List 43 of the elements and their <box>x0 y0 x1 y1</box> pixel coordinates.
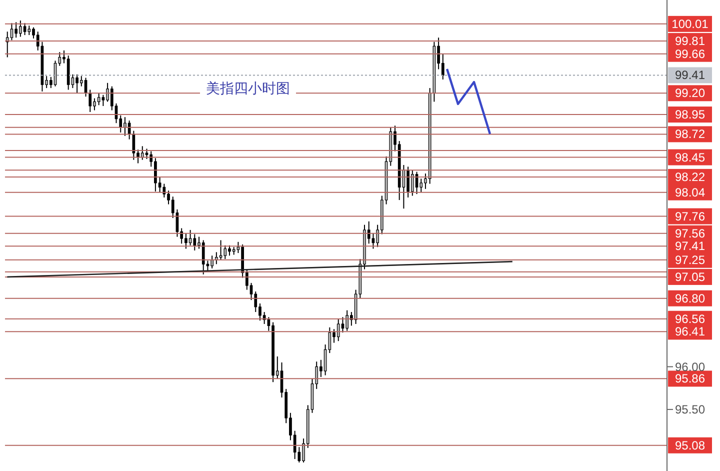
ref-line-label: 96.56 <box>674 312 706 326</box>
candlestick <box>224 244 227 260</box>
candlestick <box>132 130 136 160</box>
candlestick <box>372 232 375 250</box>
y-tick-label: 95.50 <box>675 402 706 417</box>
ref-line-label: 100.01 <box>672 16 709 31</box>
ref-line-label: 95.86 <box>674 372 706 386</box>
candlestick <box>97 92 100 106</box>
candlestick <box>140 146 144 160</box>
candlestick <box>162 183 166 198</box>
ref-line-label: 95.08 <box>674 438 706 452</box>
candlestick <box>145 148 148 160</box>
candlestick <box>188 229 192 246</box>
candlestick <box>88 89 92 112</box>
ref-line-label: 98.22 <box>674 170 706 184</box>
candlestick <box>336 318 340 342</box>
ref-line-label: 99.20 <box>674 86 706 100</box>
candlestick <box>14 22 18 38</box>
ref-line-label: 97.41 <box>674 239 706 254</box>
ref-line-label: 97.76 <box>674 209 706 224</box>
ref-line-label: 98.95 <box>674 108 706 122</box>
candlestick <box>410 170 414 196</box>
ref-line-label: 99.41 <box>674 68 706 82</box>
ref-line-label: 98.04 <box>674 185 706 200</box>
ref-line-label: 97.56 <box>674 226 706 240</box>
candlestick <box>341 316 344 334</box>
ref-line-label: 98.45 <box>674 150 706 164</box>
text: 美指四小时图 <box>200 80 296 98</box>
candlestick <box>346 310 349 332</box>
ref-line-label: 99.81 <box>674 34 706 48</box>
y-tick-label: 96.00 <box>675 360 706 374</box>
ref-line-label: 99.66 <box>674 46 706 61</box>
candlestick <box>420 178 423 193</box>
ref-line-label: 96.41 <box>674 324 706 339</box>
ref-line-label: 97.25 <box>674 252 706 267</box>
ref-line-label: 96.80 <box>674 291 706 306</box>
ref-line-label: 98.72 <box>674 127 706 142</box>
candlestick <box>23 22 26 36</box>
ref-line-label: 97.05 <box>674 270 706 284</box>
candlestick <box>28 25 31 36</box>
candlestick <box>10 22 14 41</box>
candlestick <box>193 234 196 251</box>
candlestick <box>202 240 205 275</box>
